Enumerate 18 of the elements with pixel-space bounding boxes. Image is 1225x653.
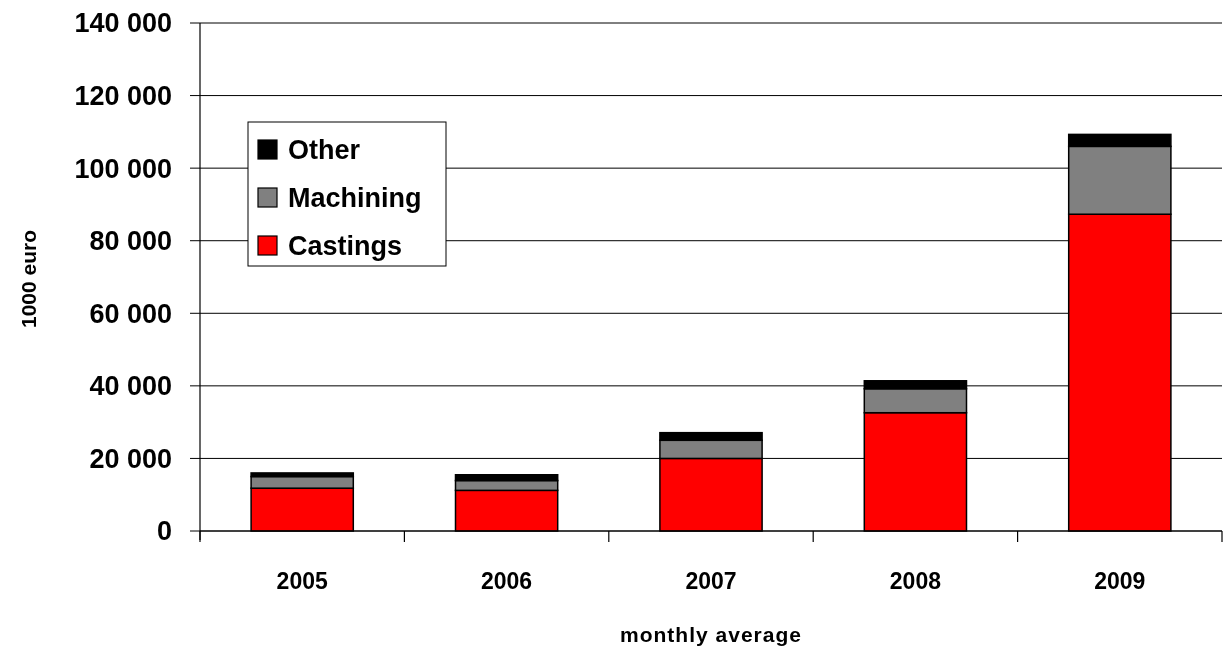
- x-tick-label: 2009: [1094, 568, 1146, 594]
- x-tick-label: 2006: [481, 568, 533, 594]
- y-tick-label: 80 000: [89, 226, 172, 257]
- y-tick-label: 20 000: [89, 443, 172, 474]
- y-tick-label: 60 000: [89, 298, 172, 329]
- x-tick-label: 2005: [276, 568, 328, 594]
- y-tick-label: 100 000: [74, 153, 172, 184]
- legend-label: Castings: [288, 231, 403, 261]
- y-tick-label: 40 000: [89, 371, 172, 402]
- x-axis-title: monthly average: [620, 623, 802, 646]
- x-tick-label: 2008: [889, 568, 942, 594]
- y-axis-title: 1000 euro: [17, 229, 40, 329]
- y-tick-label: 0: [156, 516, 172, 547]
- y-tick-label: 140 000: [74, 8, 172, 39]
- x-tick-label: 2007: [685, 568, 737, 594]
- y-tick-label: 120 000: [74, 81, 172, 112]
- legend-label: Other: [288, 135, 361, 165]
- legend-label: Machining: [288, 183, 422, 213]
